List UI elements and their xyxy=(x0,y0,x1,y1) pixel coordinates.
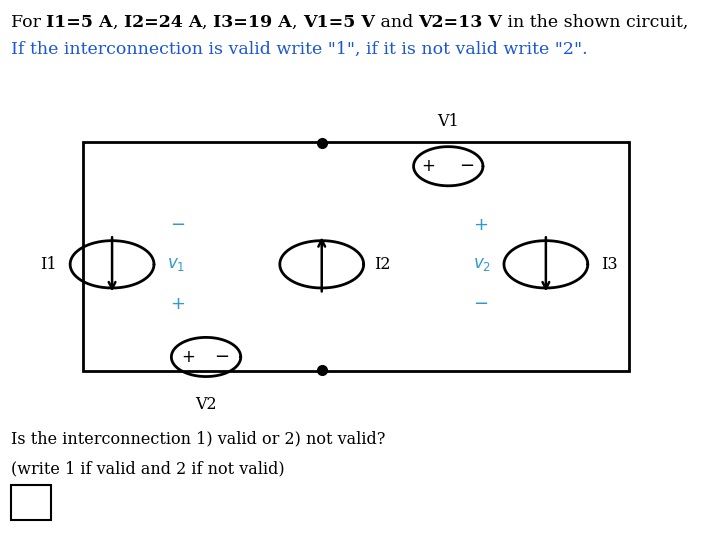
Text: −: − xyxy=(215,348,229,366)
Text: I3: I3 xyxy=(601,256,617,273)
Text: V2=13 V: V2=13 V xyxy=(419,14,502,31)
Text: I1=5 A: I1=5 A xyxy=(46,14,113,31)
Bar xyxy=(11,485,51,520)
Text: V1=5 V: V1=5 V xyxy=(303,14,375,31)
Text: ,: , xyxy=(113,14,124,31)
Text: ,: , xyxy=(202,14,213,31)
Text: $v_1$: $v_1$ xyxy=(167,255,185,274)
Text: and: and xyxy=(375,14,419,31)
Text: ,: , xyxy=(292,14,303,31)
Text: I2=24 A: I2=24 A xyxy=(124,14,202,31)
Text: V2: V2 xyxy=(195,396,217,413)
Text: +: + xyxy=(170,294,185,313)
Text: −: − xyxy=(473,294,488,313)
Text: (write 1 if valid and 2 if not valid): (write 1 if valid and 2 if not valid) xyxy=(11,461,284,477)
Text: I1: I1 xyxy=(40,256,57,273)
Text: −: − xyxy=(459,157,474,175)
Text: Is the interconnection 1) valid or 2) not valid?: Is the interconnection 1) valid or 2) no… xyxy=(11,431,385,447)
Text: +: + xyxy=(421,157,435,175)
Text: in the shown circuit,: in the shown circuit, xyxy=(502,14,689,31)
Text: If the interconnection is valid write "1", if it is not valid write "2".: If the interconnection is valid write "1… xyxy=(11,41,588,58)
Bar xyxy=(83,142,629,371)
Text: I3=19 A: I3=19 A xyxy=(213,14,292,31)
Text: V1: V1 xyxy=(437,113,459,130)
Text: For: For xyxy=(11,14,46,31)
Text: $v_2$: $v_2$ xyxy=(473,255,491,274)
Text: I2: I2 xyxy=(375,256,391,273)
Text: −: − xyxy=(170,216,185,234)
Text: +: + xyxy=(181,348,195,366)
Text: +: + xyxy=(473,216,488,234)
